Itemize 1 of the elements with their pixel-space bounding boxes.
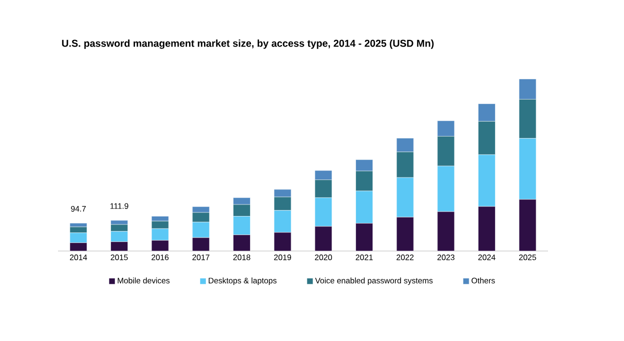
chart-title: U.S. password management market size, by access type, 2014 - 2025 (USD Mn) [62,40,434,49]
